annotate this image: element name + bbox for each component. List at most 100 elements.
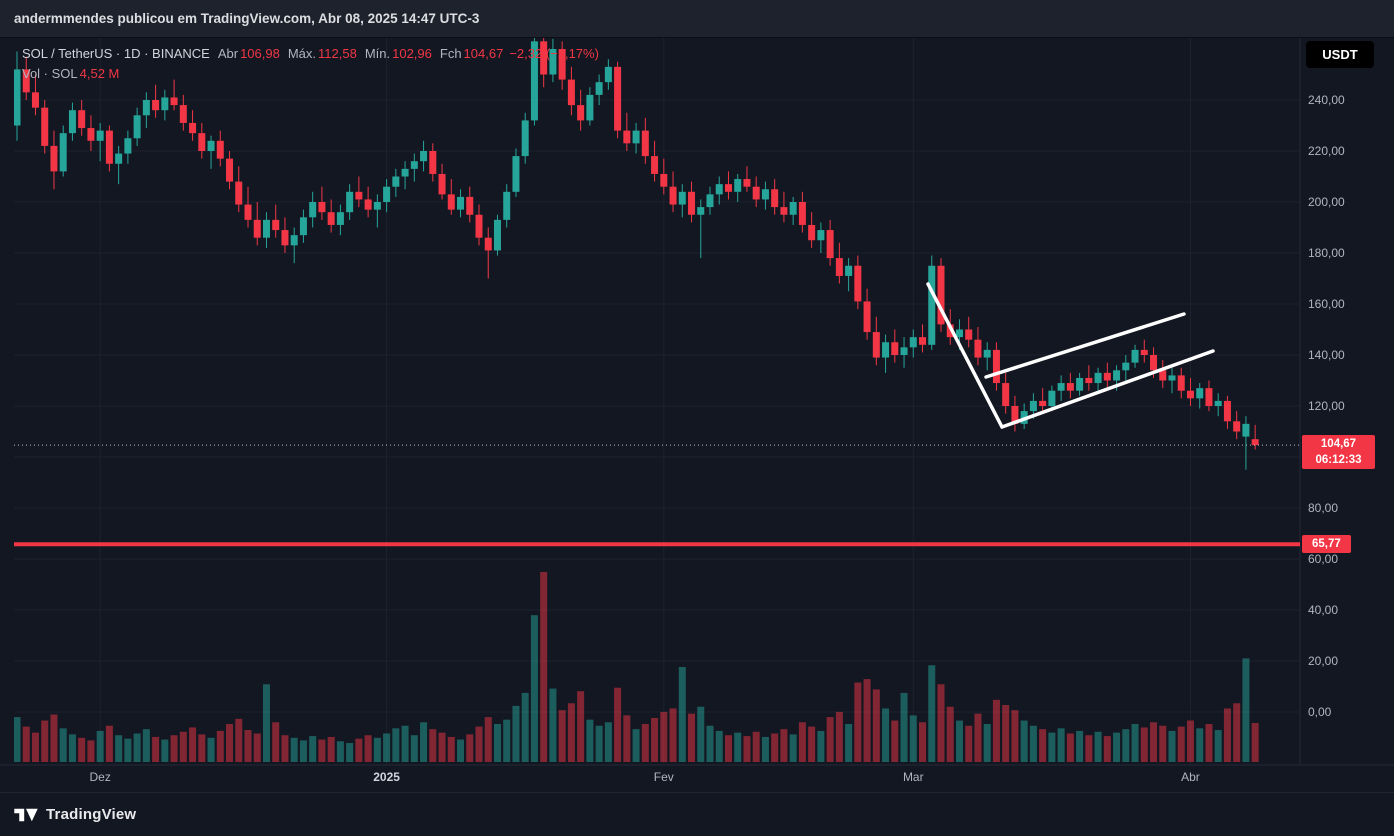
candle-body [928,265,936,345]
candle-body [1113,370,1121,381]
level-price-value: 65,77 [1312,538,1341,551]
candle-body [327,212,335,225]
time-axis-label[interactable]: Dez [89,770,110,784]
candle-body [216,140,224,159]
candle-body [1103,372,1111,381]
candle-body [179,105,187,123]
price-tick-label[interactable]: 200,00 [1308,195,1345,209]
candle-body [1214,400,1222,406]
volume-bar [336,741,344,762]
trend-line[interactable] [1000,349,1215,429]
change-value: −2,32 (−2,17%) [509,46,599,61]
currency-toggle-button[interactable]: USDT [1306,41,1374,68]
candle-body [466,196,474,215]
time-axis-label[interactable]: Mar [903,770,924,784]
time-axis-label[interactable]: Fev [654,770,674,784]
volume-bar [466,734,474,762]
volume-bar [595,725,603,762]
candle-body [226,158,234,182]
candle-body [272,219,280,231]
candle-body [826,230,834,259]
volume-bar [475,726,483,762]
price-tick-label[interactable]: 20,00 [1308,654,1338,668]
price-tick-label[interactable]: 60,00 [1308,552,1338,566]
volume-bar [457,739,465,762]
symbol-title: SOL / TetherUS · 1D · BINANCE [22,46,210,61]
candle-body [558,49,566,80]
volume-bar [1039,729,1047,762]
volume-label: Vol · SOL [22,66,78,81]
candle-body [854,265,862,302]
price-tick-label[interactable]: 0,00 [1308,705,1332,719]
candle-body [115,153,123,164]
volume-bar [614,687,622,762]
volume-bar [244,730,252,762]
volume-bar [789,734,797,762]
volume-bar [1223,708,1231,762]
volume-bar [1251,722,1259,762]
volume-bar [124,738,132,762]
candle-body [955,329,963,338]
volume-bar [142,729,150,762]
volume-bar [900,692,908,762]
volume-bar [1177,726,1185,762]
volume-bar [373,737,381,762]
low-value: 102,96 [392,46,432,61]
price-tick-label[interactable]: 80,00 [1308,501,1338,515]
volume-bar [1002,705,1010,762]
candle-body [373,202,381,210]
candle-body [743,179,751,187]
candle-body [429,151,437,174]
volume-bar [928,665,936,762]
candle-body [1076,377,1084,391]
candle-body [715,184,723,195]
candle-body [457,196,465,210]
volume-bar [688,713,696,762]
volume-bar [558,710,566,762]
candle-body [68,110,76,134]
price-tick-label[interactable]: 220,00 [1308,144,1345,158]
price-tick-label[interactable]: 140,00 [1308,348,1345,362]
volume-bar [955,720,963,762]
volume-bar [253,733,261,762]
candle-body [493,219,501,251]
volume-bar [1196,728,1204,762]
volume-bar [105,725,113,762]
price-tick-label[interactable]: 120,00 [1308,399,1345,413]
volume-bar [1029,725,1037,762]
candle-body [863,301,871,333]
volume-bar [512,705,520,762]
candle-body [59,133,67,172]
price-tick-label[interactable]: 180,00 [1308,246,1345,260]
volume-bar [410,735,418,762]
candle-body [318,202,326,213]
tradingview-wordmark[interactable]: TradingView [46,806,137,823]
price-tick-label[interactable]: 40,00 [1308,603,1338,617]
time-axis-label[interactable]: Abr [1181,770,1200,784]
high-label: Máx. [287,46,317,61]
price-tick-label[interactable]: 160,00 [1308,297,1345,311]
last-price-badge: 104,67 06:12:33 [1302,435,1375,470]
candle-body [346,191,354,213]
close-label: Fch [439,46,462,61]
open-label: Abr [217,46,239,61]
volume-bar [447,736,455,762]
time-axis-label[interactable]: 2025 [373,770,400,784]
trend-line[interactable] [926,282,1004,429]
trend-line[interactable] [984,312,1186,379]
candle-body [798,202,806,225]
candle-body [1066,383,1074,391]
candle-body [817,230,825,241]
candle-body [586,94,594,121]
candle-body [882,342,890,358]
volume-bar [715,730,723,762]
candle-body [688,191,696,215]
volume-bar [946,706,954,762]
candle-body [290,235,298,246]
price-tick-label[interactable]: 240,00 [1308,93,1345,107]
candle-body [974,339,982,358]
volume-bar [845,724,853,762]
tradingview-logo-icon[interactable] [14,806,38,824]
volume-pane [14,572,1259,762]
